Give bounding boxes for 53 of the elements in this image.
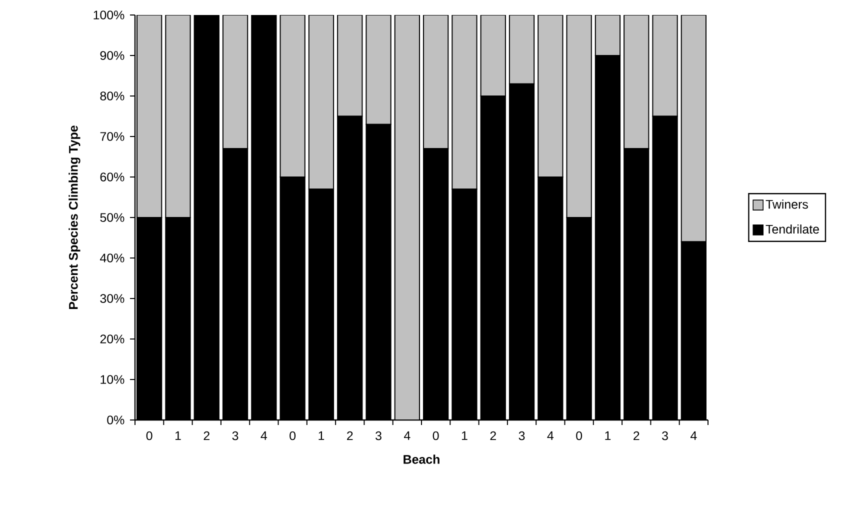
bar [652, 14, 678, 117]
x-axis-title: Beach [404, 454, 440, 464]
x-tick-label: 4 [690, 431, 697, 440]
x-tick-label: 2 [347, 431, 353, 440]
x-tick-label: 0 [146, 431, 152, 440]
bar [480, 14, 506, 96]
legend-label: Twiners [766, 200, 808, 209]
bar [337, 14, 363, 117]
y-tick-label: 90% [100, 51, 124, 60]
x-tick-label: 2 [490, 431, 496, 440]
y-tick-label: 70% [100, 132, 124, 141]
y-tick-label: 60% [100, 172, 124, 182]
bar [366, 14, 392, 125]
legend-label: Tendrilate [766, 224, 819, 234]
x-tick-label: 2 [204, 431, 210, 440]
x-tick-label: 3 [376, 431, 382, 440]
y-tick-label: 10% [100, 375, 124, 384]
x-tick-label: 4 [260, 431, 268, 440]
y-tick-label: 0% [107, 416, 124, 424]
y-tick-label: 100% [94, 10, 124, 20]
y-tick-label: 30% [100, 294, 124, 303]
x-tick-label: 4 [547, 431, 554, 440]
bar [508, 14, 535, 84]
x-tick-label: 3 [518, 431, 525, 440]
bar [594, 14, 621, 56]
x-tick-label: 0 [432, 431, 439, 440]
bar [538, 14, 564, 178]
bar [423, 14, 449, 150]
bar [308, 14, 334, 190]
y-axis-title: Percent Species Climbing Type [68, 126, 80, 309]
bar [566, 14, 592, 218]
x-tick-label: 1 [605, 431, 611, 440]
bar [394, 14, 420, 420]
x-tick-label: 4 [404, 431, 410, 440]
x-tick-label: 0 [290, 431, 296, 440]
x-tick-label: 2 [634, 431, 640, 440]
y-tick-label: 80% [100, 92, 124, 100]
y-tick-label: 50% [100, 213, 124, 222]
x-tick-label: 1 [462, 431, 468, 440]
x-tick-label: 0 [576, 431, 582, 440]
bar [136, 14, 162, 218]
y-tick-label: 20% [100, 334, 124, 344]
bar [222, 14, 248, 150]
x-tick-label: 1 [175, 431, 181, 440]
y-tick-label: 40% [100, 254, 124, 262]
bar [624, 14, 650, 150]
bar [452, 14, 478, 190]
x-tick-label: 3 [662, 431, 668, 440]
bar [280, 14, 306, 178]
bar [165, 14, 191, 218]
bar [680, 14, 706, 242]
x-tick-label: 3 [232, 431, 238, 440]
x-tick-label: 1 [318, 431, 324, 440]
